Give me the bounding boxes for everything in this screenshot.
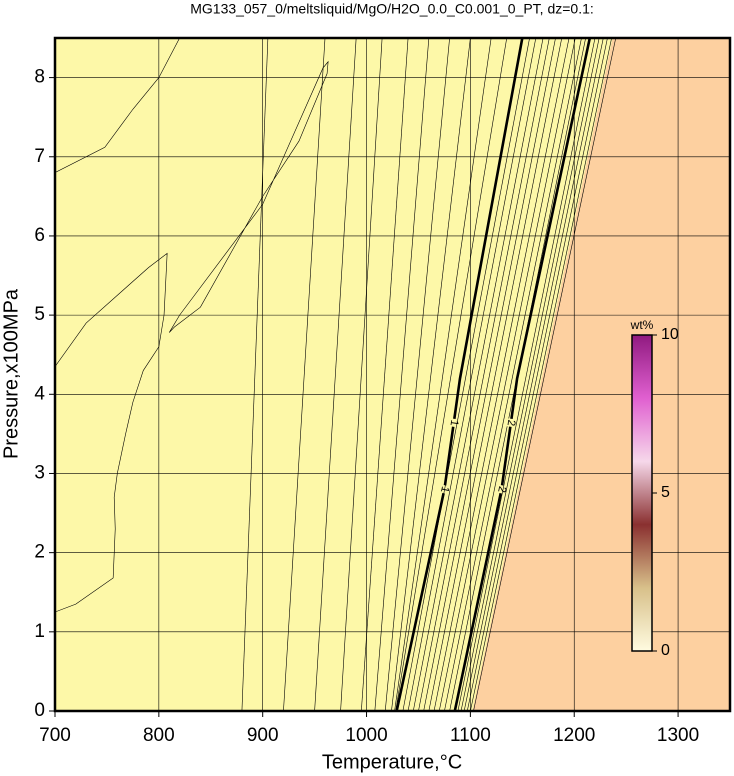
- contour-line: [407, 38, 537, 711]
- x-tick-label: 900: [247, 725, 279, 746]
- contour-line: [361, 38, 409, 711]
- contour-line: [463, 38, 604, 711]
- x-axis-label: Temperature,°C: [322, 751, 462, 773]
- contour-label-bg: [504, 418, 518, 428]
- y-axis-label: Pressure,x100MPa: [0, 288, 22, 459]
- contour-line: [391, 38, 471, 711]
- contour-line: [433, 38, 570, 711]
- contour-line: [460, 38, 600, 711]
- contour-line: [168, 60, 329, 333]
- labeled-contour: [453, 38, 592, 711]
- colorbar: [631, 334, 653, 652]
- y-tick-label: 5: [34, 304, 45, 325]
- colorbar-label: wt%: [630, 318, 654, 332]
- contour-line: [340, 38, 383, 711]
- contour-line: [395, 38, 508, 711]
- x-tick-label: 1300: [657, 725, 699, 746]
- contour-label: 1: [447, 419, 460, 427]
- plot-frame: [53, 36, 732, 713]
- labeled-contour: [395, 38, 524, 711]
- contour-line: [384, 38, 450, 711]
- contour-line: [55, 38, 180, 173]
- contour-label: 2: [505, 419, 518, 427]
- contour-line: [283, 38, 326, 711]
- x-tick-label: 700: [39, 725, 71, 746]
- contour-line: [466, 38, 608, 711]
- contour-line: [241, 38, 269, 711]
- contour-line: [457, 38, 596, 711]
- y-tick-label: 6: [34, 225, 45, 246]
- contour-label-bg: [447, 418, 461, 428]
- contour-line: [55, 252, 168, 613]
- contour-line: [444, 38, 582, 711]
- chart-title: MG133_057_0/meltsliquid/MgO/H2O_0.0_C0.0…: [190, 1, 594, 17]
- contour-line: [394, 38, 492, 711]
- colorbar-tick-label: 5: [661, 484, 670, 501]
- contour-line: [473, 38, 617, 711]
- contour-line: [423, 38, 556, 711]
- y-tick-label: 2: [34, 542, 45, 563]
- shaded-region: [472, 38, 730, 711]
- y-tick-label: 4: [34, 383, 45, 404]
- contour-line: [418, 38, 550, 711]
- contour-line: [412, 38, 544, 711]
- y-tick-label: 1: [34, 621, 45, 642]
- colorbar-tick-label: 10: [661, 326, 679, 343]
- x-tick-label: 1200: [553, 725, 595, 746]
- y-tick-label: 8: [34, 67, 45, 88]
- colorbar-tick-label: 0: [661, 642, 670, 659]
- contour-label: 2: [495, 485, 508, 493]
- y-tick-label: 3: [34, 462, 45, 483]
- contour-line: [438, 38, 576, 711]
- x-tick-label: 1000: [345, 725, 387, 746]
- x-tick-label: 800: [143, 725, 175, 746]
- x-tick-label: 1100: [450, 725, 491, 746]
- contour-line: [470, 38, 612, 711]
- y-tick-label: 7: [34, 146, 45, 167]
- contour-line: [402, 38, 530, 711]
- contour-label-bg: [494, 484, 509, 495]
- y-tick-label: 0: [34, 700, 45, 721]
- contour-line: [314, 38, 357, 711]
- contour-line: [374, 38, 430, 711]
- contour-line: [428, 38, 563, 711]
